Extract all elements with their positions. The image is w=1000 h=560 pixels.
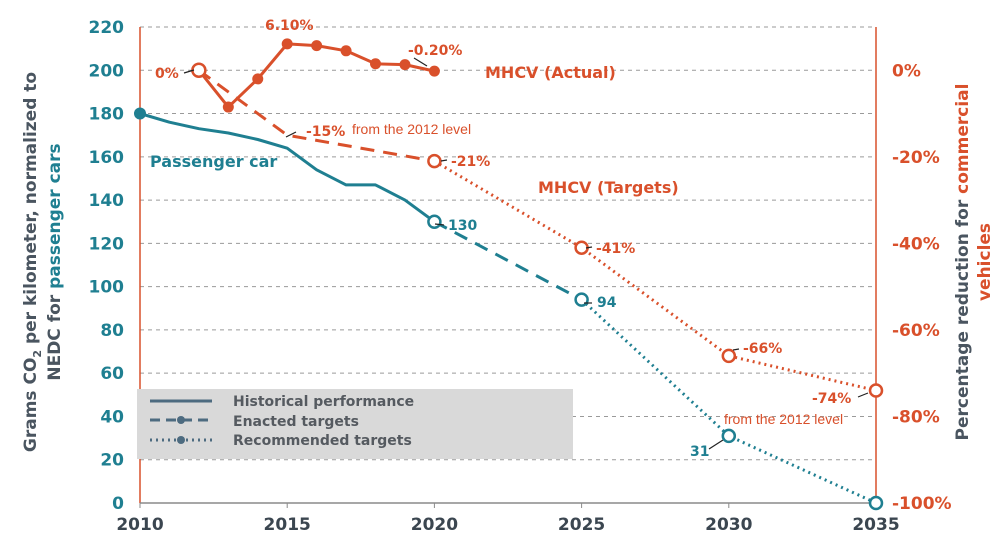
series-label-passenger-car: Passenger car <box>150 152 277 171</box>
y-right-tick-label: 0% <box>892 61 921 81</box>
legend-recommended-marker <box>177 436 185 444</box>
annotation-6-10-pct: 6.10% <box>265 18 314 34</box>
mhcv-actual-point <box>428 65 440 77</box>
y-right-tick-label: -40% <box>892 234 940 254</box>
legend: Historical performance Enacted targets R… <box>137 389 573 459</box>
y-left-tick-label: 220 <box>89 18 125 38</box>
annotation-neg-41-pct: -41% <box>596 241 635 257</box>
right-axis-title-line1: Percentage reduction for commercial <box>953 84 973 441</box>
left-axis-title-line2: NEDC for passenger cars <box>45 143 65 380</box>
y-left-tick-label: 120 <box>89 234 125 254</box>
legend-enacted-marker <box>177 416 185 424</box>
x-tick-label: 2025 <box>558 515 605 535</box>
annotation-neg-74-pct: -74% <box>812 391 851 407</box>
y-right-tick-label: -80% <box>892 407 940 427</box>
leader-130 <box>434 223 445 226</box>
passenger-car-point <box>134 107 146 120</box>
y-left-tick-label: 160 <box>89 148 125 168</box>
axes: 0 20 40 60 80 100 120 140 160 180 200 220 0% -20% -40%… <box>89 18 952 535</box>
passenger-car-point <box>427 214 442 229</box>
annotation-130: 130 <box>448 218 477 234</box>
passenger-car-enacted-line <box>433 220 583 301</box>
mhcv-actual-point <box>370 58 382 70</box>
annotation-neg-66-pct: -66% <box>743 341 782 357</box>
passenger-car-historical-line <box>139 112 436 223</box>
x-tick-label: 2015 <box>264 515 311 535</box>
annotation-from-2012-level-b: from the 2012 level <box>724 411 843 427</box>
leader-neg-0-20 <box>413 57 428 67</box>
mhcv-actual-line <box>197 42 435 109</box>
y-left-tick-label: 80 <box>100 321 124 341</box>
mhcv-actual-point <box>399 59 411 71</box>
series-label-mhcv-targets: MHCV (Targets) <box>538 178 679 197</box>
legend-item-enacted: Enacted targets <box>233 414 359 430</box>
mhcv-target-point <box>721 348 737 364</box>
annotation-neg-21-pct: -21% <box>451 154 490 170</box>
series-label-mhcv-actual: MHCV (Actual) <box>485 63 616 82</box>
right-axis-title-line2: vehicles <box>975 223 995 301</box>
y-left-tick-label: 20 <box>100 451 124 471</box>
leader-lines <box>183 57 869 450</box>
passenger-car-point <box>868 495 884 511</box>
leader-neg-66 <box>732 348 740 351</box>
annotation-neg-15-pct: -15% <box>306 124 345 140</box>
y-left-tick-label: 180 <box>89 105 125 125</box>
annotation-0-pct: 0% <box>155 66 179 82</box>
leader-neg-41 <box>585 246 593 249</box>
mhcv-target-point <box>427 153 442 169</box>
passenger-car-point <box>721 428 737 444</box>
x-tick-label: 2035 <box>852 515 899 535</box>
leader-neg-15 <box>285 131 297 138</box>
y-left-tick-label: 100 <box>89 278 125 298</box>
passenger-car-point <box>574 292 589 307</box>
y-left-tick-label: 60 <box>100 364 124 384</box>
mhcv-actual-point <box>281 38 293 50</box>
mhcv-target-point <box>868 383 884 398</box>
y-left-tick-label: 140 <box>89 191 125 211</box>
passenger-car-recommended-line <box>580 298 877 505</box>
x-tick-label: 2030 <box>705 515 752 535</box>
mhcv-actual-point <box>222 101 234 113</box>
mhcv-actual-point <box>252 73 264 85</box>
y-right-tick-label: -20% <box>892 148 940 168</box>
series <box>134 38 884 511</box>
leader-neg-21 <box>440 159 448 162</box>
leader-neg-74 <box>857 392 869 398</box>
mhcv-actual-point <box>311 40 323 52</box>
mhcv-target-point <box>191 62 207 79</box>
y-right-tick-label: -100% <box>892 494 952 514</box>
annotation-neg-0-20-pct: -0.20% <box>408 43 462 59</box>
y-left-tick-label: 40 <box>100 407 124 427</box>
annotation-from-2012-level-a: from the 2012 level <box>352 121 471 137</box>
legend-item-historical: Historical performance <box>233 394 414 410</box>
annotation-94: 94 <box>597 295 617 311</box>
mhcv-actual-point <box>340 45 352 57</box>
left-axis-title-line1: Grams CO2 per kilometer, normalized to <box>21 72 44 452</box>
leader-31 <box>708 439 724 450</box>
annotation-31: 31 <box>690 444 709 460</box>
mhcv-targets-enacted-line <box>198 69 435 163</box>
mhcv-targets-recommended-line <box>433 159 877 392</box>
y-left-tick-label: 0 <box>112 494 124 514</box>
y-right-tick-label: -60% <box>892 321 940 341</box>
leader-0-pct <box>183 69 195 74</box>
x-tick-label: 2010 <box>116 515 163 535</box>
x-tick-label: 2020 <box>411 515 458 535</box>
mhcv-target-point <box>574 240 589 255</box>
y-left-tick-label: 200 <box>89 61 125 81</box>
legend-item-recommended: Recommended targets <box>233 433 412 449</box>
